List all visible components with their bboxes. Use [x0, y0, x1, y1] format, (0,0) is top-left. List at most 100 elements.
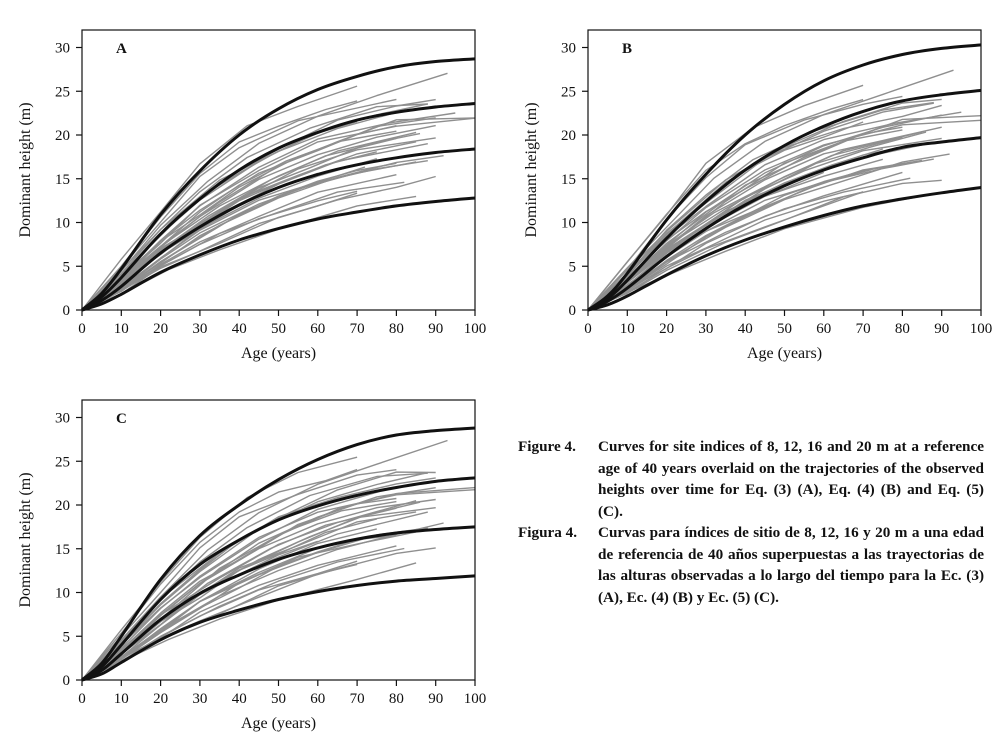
- y-tick-label: 15: [561, 172, 576, 188]
- x-tick-label: 50: [271, 321, 286, 337]
- y-tick-label: 25: [561, 84, 576, 100]
- x-tick-label: 10: [114, 691, 129, 707]
- caption-spanish-text: Curvas para índices de sitio de 8, 12, 1…: [598, 524, 984, 606]
- y-tick-label: 15: [55, 172, 70, 188]
- x-tick-label: 40: [232, 321, 247, 337]
- y-axis-label: Dominant height (m): [17, 102, 34, 237]
- x-tick-label: 60: [816, 321, 831, 337]
- observed-trajectory: [81, 472, 428, 681]
- caption-spanish: Figura 4. Curvas para índices de sitio d…: [518, 522, 984, 608]
- y-tick-label: 30: [55, 41, 70, 57]
- observed-trajectories: [587, 69, 982, 311]
- x-tick-label: 0: [584, 321, 592, 337]
- observed-trajectory: [81, 500, 397, 681]
- x-tick-label: 70: [856, 321, 871, 337]
- site-index-curve-8: [587, 186, 982, 312]
- site-index-curve-12: [587, 136, 982, 312]
- panel-C: 0 10 20 30 40 50 60 70 80 90 100 0 5 10 15 20 25 30 Age (y…: [17, 399, 487, 732]
- observed-trajectory: [587, 191, 864, 311]
- y-axis-label: Dominant height (m): [17, 472, 34, 607]
- site-index-curve-16: [587, 88, 982, 312]
- panel-label: C: [116, 411, 127, 427]
- x-axis-label: Age (years): [241, 345, 316, 362]
- y-tick-label: 10: [561, 216, 576, 232]
- site-index-curve-20: [587, 43, 982, 312]
- observed-trajectory: [81, 190, 358, 311]
- x-axis-label: Age (years): [747, 345, 822, 362]
- caption-english-text: Curves for site indices of 8, 12, 16 and…: [598, 438, 984, 520]
- site-index-curve-16: [81, 476, 476, 682]
- x-tick-label: 50: [271, 691, 286, 707]
- x-tick-label: 70: [350, 691, 365, 707]
- observed-trajectory: [81, 162, 397, 311]
- figure-caption: Figure 4. Curves for site indices of 8, …: [518, 436, 984, 608]
- y-tick-label: 25: [55, 84, 70, 100]
- y-tick-label: 20: [561, 128, 576, 144]
- site-index-curve-12: [81, 147, 476, 312]
- y-tick-label: 5: [63, 259, 71, 275]
- observed-trajectory: [81, 103, 428, 311]
- site-index-curve-20: [81, 57, 476, 312]
- x-tick-label: 30: [192, 321, 207, 337]
- observed-trajectory: [81, 130, 397, 311]
- observed-trajectory: [587, 98, 864, 311]
- y-tick-label: 5: [569, 259, 577, 275]
- panel-B: 0 10 20 30 40 50 60 70 80 90 100 0 5 10 15 20 25 30 Age (y…: [523, 29, 993, 362]
- observed-trajectory: [587, 163, 903, 311]
- observed-trajectory: [81, 137, 436, 311]
- observed-trajectory: [81, 439, 448, 681]
- x-tick-label: 80: [389, 321, 404, 337]
- panel-A: 0 10 20 30 40 50 60 70 80 90 100 0 5 10 15 20 25 30 Age (y…: [17, 29, 487, 362]
- y-tick-label: 30: [55, 411, 70, 427]
- x-tick-label: 10: [620, 321, 635, 337]
- x-tick-label: 90: [934, 321, 949, 337]
- x-tick-label: 20: [153, 321, 168, 337]
- y-tick-label: 20: [55, 498, 70, 514]
- y-tick-label: 10: [55, 586, 70, 602]
- x-tick-label: 80: [895, 321, 910, 337]
- x-tick-label: 70: [350, 321, 365, 337]
- x-tick-label: 40: [232, 691, 247, 707]
- x-axis-label: Age (years): [241, 715, 316, 732]
- x-tick-label: 40: [738, 321, 753, 337]
- caption-english: Figure 4. Curves for site indices of 8, …: [518, 436, 984, 522]
- y-tick-label: 10: [55, 216, 70, 232]
- y-tick-label: 0: [569, 303, 577, 319]
- x-tick-label: 20: [153, 691, 168, 707]
- x-tick-label: 10: [114, 321, 129, 337]
- y-tick-label: 20: [55, 128, 70, 144]
- observed-trajectory: [81, 489, 476, 681]
- y-tick-label: 0: [63, 673, 71, 689]
- x-tick-label: 60: [310, 691, 325, 707]
- site-index-curve-20: [81, 426, 476, 682]
- observed-trajectory: [587, 95, 903, 311]
- observed-trajectory: [81, 85, 358, 311]
- site-index-curve-8: [81, 574, 476, 682]
- x-tick-label: 100: [464, 321, 487, 337]
- observed-trajectory: [587, 111, 962, 311]
- site-index-curve-12: [81, 525, 476, 682]
- panel-label: B: [622, 41, 632, 57]
- site-index-curve-16: [81, 102, 476, 312]
- panel-label: A: [116, 41, 127, 57]
- x-tick-label: 80: [389, 691, 404, 707]
- site-index-curve-8: [81, 196, 476, 312]
- x-tick-label: 90: [428, 321, 443, 337]
- y-tick-label: 0: [63, 303, 71, 319]
- caption-spanish-label: Figura 4.: [518, 524, 578, 541]
- x-tick-label: 30: [698, 321, 713, 337]
- y-tick-label: 30: [561, 41, 576, 57]
- x-tick-label: 90: [428, 691, 443, 707]
- y-axis-label: Dominant height (m): [523, 102, 540, 237]
- x-tick-label: 60: [310, 321, 325, 337]
- caption-english-label: Figure 4.: [518, 438, 576, 455]
- x-tick-label: 20: [659, 321, 674, 337]
- observed-trajectory: [81, 534, 397, 681]
- x-tick-label: 100: [464, 691, 487, 707]
- x-tick-label: 100: [970, 321, 993, 337]
- x-tick-label: 30: [192, 691, 207, 707]
- x-tick-label: 0: [78, 691, 86, 707]
- observed-trajectory: [81, 141, 417, 311]
- y-tick-label: 15: [55, 542, 70, 558]
